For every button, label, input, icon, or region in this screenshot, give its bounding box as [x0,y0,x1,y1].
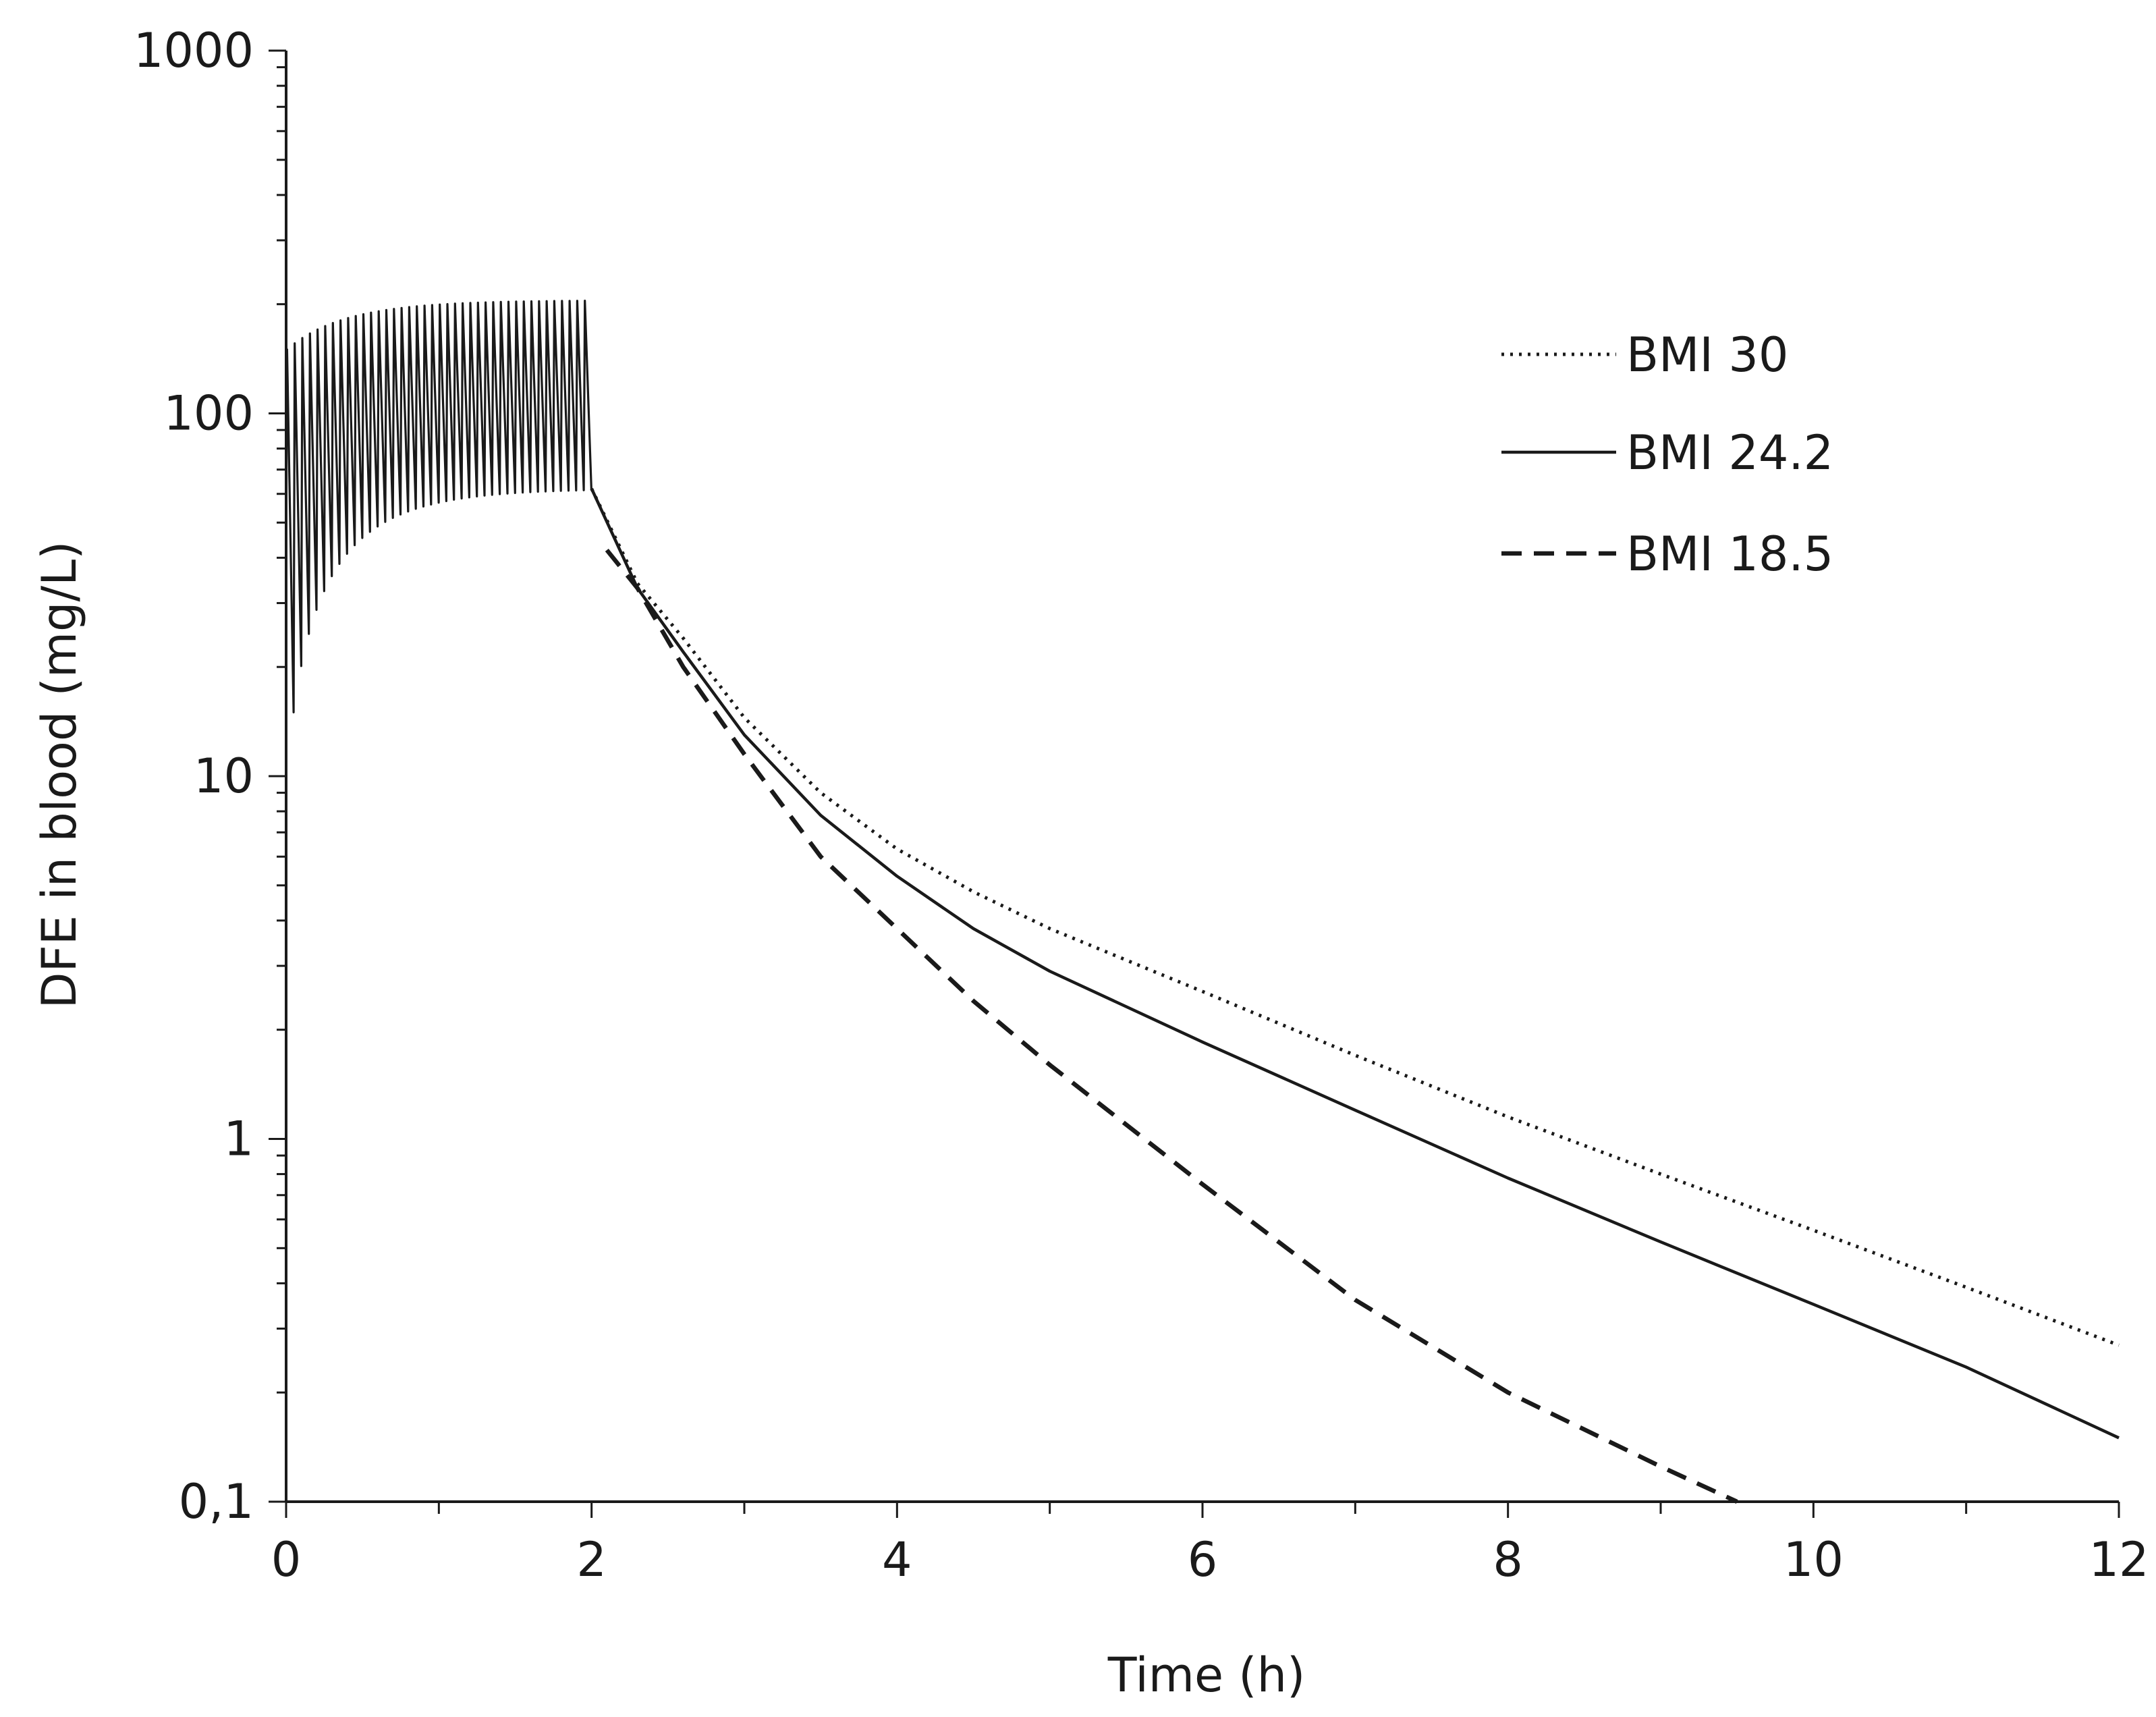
y-tick-label: 10 [194,748,254,804]
x-tick-label: 10 [1784,1532,1844,1587]
axes: 0,1 1 10 100 1000 0 2 4 6 8 10 12 [134,23,2149,1587]
series-line-bmi-18-5 [605,548,1738,1504]
plot-area [285,300,2120,1504]
y-tick-label: 0,1 [179,1474,254,1529]
x-tick-label: 12 [2089,1532,2149,1587]
x-tick-label: 6 [1188,1532,1218,1587]
dosing-phase-line [285,300,592,713]
x-tick-label: 4 [882,1532,912,1587]
legend-label-bmi-30: BMI 30 [1626,327,1788,383]
y-axis-title: DFE in blood (mg/L) [32,541,87,1009]
x-tick-label: 8 [1493,1532,1523,1587]
x-axis-title: Time (h) [1107,1647,1306,1703]
legend: BMI 30 BMI 24.2 BMI 18.5 [1501,327,1833,582]
y-tick-label: 1000 [134,23,254,78]
x-tick-label: 0 [271,1532,302,1587]
y-tick-label: 100 [163,386,254,441]
legend-label-bmi-18-5: BMI 18.5 [1626,526,1833,582]
series-line-bmi-24-2 [590,488,2120,1440]
legend-label-bmi-24-2: BMI 24.2 [1626,425,1833,481]
y-tick-label: 1 [223,1112,254,1167]
series-line-bmi-30 [590,488,2120,1347]
x-tick-label: 2 [576,1532,607,1587]
